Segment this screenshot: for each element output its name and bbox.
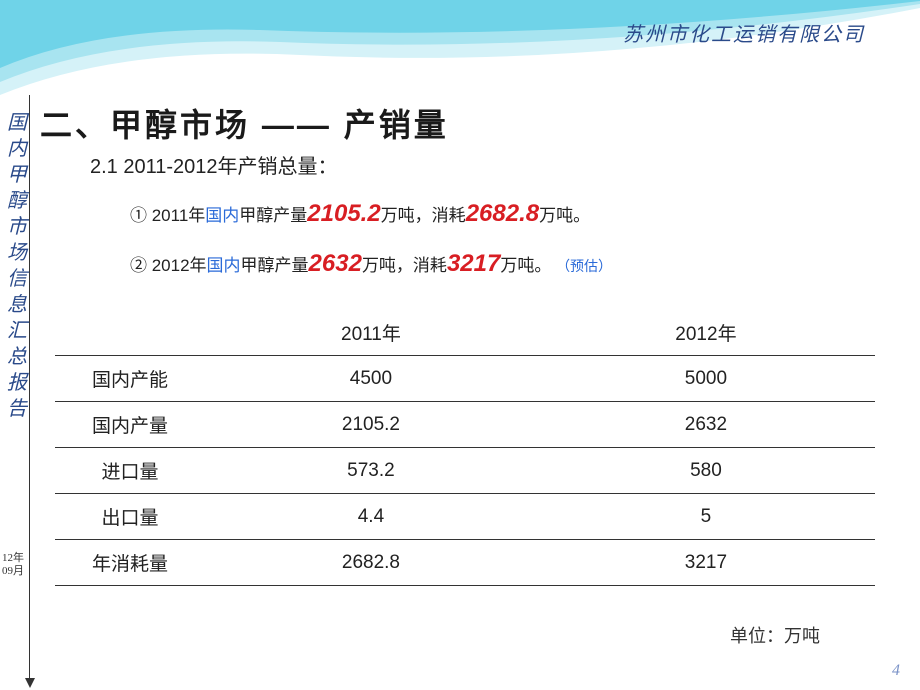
cell: 3217 bbox=[537, 540, 875, 586]
page-number: 4 bbox=[892, 662, 900, 680]
table-col-0 bbox=[55, 310, 205, 356]
row-label: 国内产量 bbox=[55, 402, 205, 448]
cell: 4.4 bbox=[205, 494, 537, 540]
row-label: 年消耗量 bbox=[55, 540, 205, 586]
table-row: 国内产量 2105.2 2632 bbox=[55, 402, 875, 448]
cell: 2682.8 bbox=[205, 540, 537, 586]
cell: 5000 bbox=[537, 356, 875, 402]
section-title: 二、甲醇市场 —— 产销量 bbox=[40, 100, 449, 146]
cell: 5 bbox=[537, 494, 875, 540]
cell: 573.2 bbox=[205, 448, 537, 494]
table-col-1: 2011年 bbox=[205, 310, 537, 356]
table-header-row: 2011年 2012年 bbox=[55, 310, 875, 356]
table-row: 国内产能 4500 5000 bbox=[55, 356, 875, 402]
sidebar-date-month: 09月 bbox=[2, 565, 24, 577]
cell: 4500 bbox=[205, 356, 537, 402]
bullet-2: ② 2012年国内甲醇产量2632万吨，消耗3217万吨。 （预估） bbox=[130, 250, 612, 278]
cell: 580 bbox=[537, 448, 875, 494]
cell: 2632 bbox=[537, 402, 875, 448]
sidebar-date-year: 12年 bbox=[2, 552, 24, 564]
row-label: 进口量 bbox=[55, 448, 205, 494]
table-row: 出口量 4.4 5 bbox=[55, 494, 875, 540]
company-name: 苏州市化工运销有限公司 bbox=[623, 18, 865, 47]
cell: 2105.2 bbox=[205, 402, 537, 448]
table-unit-label: 单位：万吨 bbox=[730, 622, 820, 648]
table-row: 进口量 573.2 580 bbox=[55, 448, 875, 494]
row-label: 国内产能 bbox=[55, 356, 205, 402]
table-row: 年消耗量 2682.8 3217 bbox=[55, 540, 875, 586]
sidebar-arrow-icon bbox=[25, 678, 35, 688]
header-swoosh bbox=[0, 0, 920, 100]
sidebar-date: 12年 09月 bbox=[2, 552, 24, 578]
bullet-1: ① 2011年国内甲醇产量2105.2万吨，消耗2682.8万吨。 bbox=[130, 200, 590, 228]
sidebar-vertical-title: 国内甲醇市场信息汇总报告 bbox=[6, 110, 28, 422]
row-label: 出口量 bbox=[55, 494, 205, 540]
subsection-title: 2.1 2011-2012年产销总量： bbox=[90, 150, 338, 179]
table-col-2: 2012年 bbox=[537, 310, 875, 356]
sidebar-divider bbox=[29, 95, 30, 685]
data-table: 2011年 2012年 国内产能 4500 5000 国内产量 2105.2 2… bbox=[55, 310, 875, 586]
